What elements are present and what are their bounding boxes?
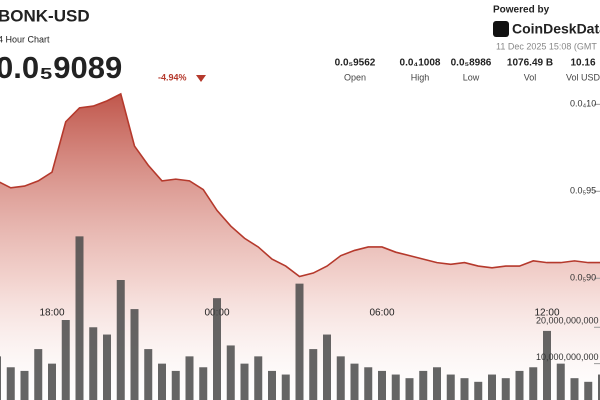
volume-bar — [61, 320, 70, 400]
volume-bar — [199, 367, 208, 400]
stat-value: 0.0₄1008 — [400, 58, 441, 69]
volume-bar — [130, 309, 139, 400]
volume-bar — [20, 370, 29, 400]
subtitle: 4 Hour Chart — [0, 34, 50, 44]
volume-bar — [350, 363, 359, 400]
price-area — [0, 93, 600, 400]
volume-bar — [598, 374, 600, 400]
volume-bar — [213, 298, 221, 400]
x-tick-label: 18:00 — [39, 308, 64, 319]
volume-bar — [185, 356, 194, 400]
volume-bar — [75, 236, 84, 400]
volume-bar — [570, 378, 579, 400]
volume-bar — [171, 370, 180, 400]
volume-bar — [309, 349, 318, 400]
price-line — [0, 92, 600, 278]
volume-bar — [6, 367, 15, 400]
volume-bar — [378, 370, 386, 400]
volume-bar — [89, 327, 98, 400]
y-tick-label: 0.0₅90 — [570, 273, 596, 283]
volume-bar — [254, 356, 263, 400]
volume-bar — [419, 370, 428, 400]
volume-bar — [336, 356, 345, 400]
volume-bar — [268, 370, 276, 400]
volume-bar — [48, 363, 56, 400]
volume-bar — [281, 374, 290, 400]
volume-bar — [446, 374, 455, 400]
volume-bar — [405, 378, 414, 400]
volume-bar — [543, 330, 551, 400]
volume-bar — [295, 283, 304, 400]
stat-label: Open — [344, 72, 366, 82]
down-arrow — [196, 75, 206, 82]
volume-bar — [556, 363, 565, 400]
stat-value: 1076.49 B — [507, 58, 553, 69]
x-tick-label: 06:00 — [369, 308, 394, 319]
plot: 18:0000:0006:0012:000.0₄100.0₅950.0₅9010… — [0, 92, 600, 400]
volume-tick-label: 10,000,000,000 — [536, 352, 599, 362]
timestamp: 11 Dec 2025 15:08 (GMT — [496, 41, 597, 51]
volume-bar — [323, 334, 331, 400]
volume-bar — [391, 374, 400, 400]
volume-bar — [584, 381, 593, 400]
change: -4.94% — [158, 72, 187, 82]
volume-bar — [488, 374, 496, 400]
stat-value: 0.0₅9562 — [335, 58, 376, 69]
stat-label: Vol — [524, 72, 537, 82]
stat-label: Low — [463, 72, 480, 82]
volume-bar — [364, 367, 373, 400]
volume-bar — [116, 280, 125, 400]
stat-value: 10.16 — [570, 58, 595, 69]
stat-value: 0.0₅8986 — [451, 58, 492, 69]
volume-bar — [34, 349, 43, 400]
volume-bar — [226, 345, 235, 400]
brand: CoinDeskData — [512, 21, 600, 37]
y-tick-label: 0.0₅95 — [570, 186, 596, 196]
price: 0.0₅9089 — [0, 50, 122, 85]
volume-tick-label: 20,000,000,000 — [536, 316, 599, 326]
x-tick-label: 12:00 — [534, 308, 559, 319]
volume-bar — [158, 363, 166, 400]
stat-label: Vol USD — [566, 72, 600, 82]
y-tick-label: 0.0₄10 — [570, 99, 596, 109]
volume-bar — [460, 378, 469, 400]
volume-bar — [474, 381, 483, 400]
title: BONK-USD — [0, 6, 90, 25]
volume-bar — [529, 367, 538, 400]
volume-bar — [240, 363, 249, 400]
stats: 0.0₅9562 Open 0.0₄1008 High 0.0₅8986 Low 1076.… — [335, 58, 600, 83]
volume-bar — [433, 367, 441, 400]
volume-bar — [0, 356, 1, 400]
volume-bar — [515, 370, 524, 400]
volume-bar — [144, 349, 153, 400]
volume-bar — [103, 334, 111, 400]
powered-by: Powered by — [493, 5, 550, 16]
stat-label: High — [411, 72, 430, 82]
volume-bar — [501, 378, 510, 400]
brand-logo — [493, 21, 509, 37]
